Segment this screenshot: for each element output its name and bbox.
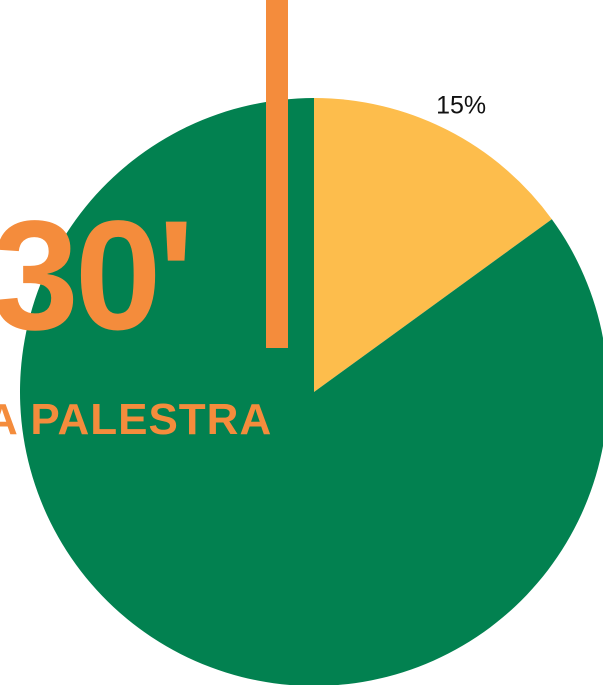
pie-slice-1 bbox=[20, 98, 603, 685]
big-number-text: 30' bbox=[0, 189, 195, 363]
pie-slices bbox=[20, 98, 603, 685]
pie-labels: 15% bbox=[436, 91, 486, 119]
subtitle-text: A PALESTRA bbox=[0, 395, 273, 444]
pie-slice-label-0: 15% bbox=[436, 91, 486, 119]
pie-slice-0 bbox=[314, 98, 552, 392]
accent-bar bbox=[266, 0, 288, 348]
